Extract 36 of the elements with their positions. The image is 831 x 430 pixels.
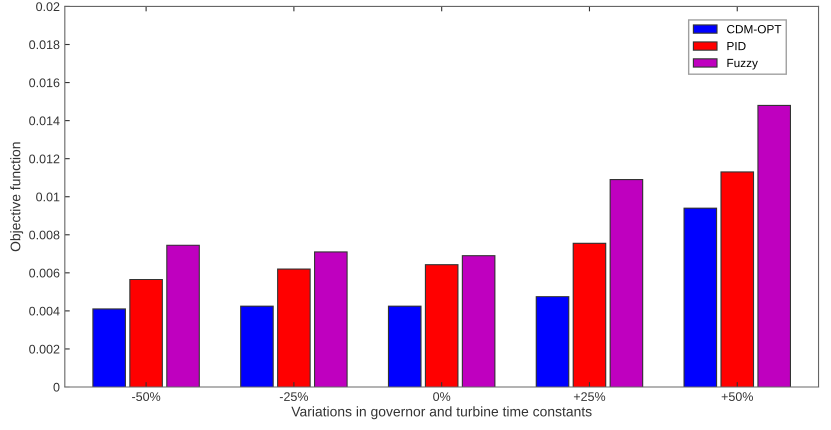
legend-label: CDM-OPT [727,25,782,34]
x-tick-label: +50% [722,392,753,402]
x-tick-label: -25% [280,392,308,402]
bar [536,296,570,387]
y-tick-label: 0 [53,382,60,392]
bar [424,264,458,387]
bar [757,104,792,387]
y-tick-label: 0.016 [29,78,60,88]
legend-label: Fuzzy [727,58,758,70]
bar [92,308,126,387]
bar [462,255,496,387]
y-tick-label: 0.008 [29,230,60,240]
legend-label: PID [727,42,746,50]
y-tick-label: 0.01 [36,192,60,202]
y-tick-label: 0.006 [29,268,60,278]
bar [720,171,754,387]
y-tick-label: 0.014 [29,116,60,126]
x-tick-label: 0% [433,392,450,402]
y-axis-title: Objective function [10,142,24,252]
bar [240,306,274,387]
x-axis-title: Variations in governor and turbine time constants [291,406,592,420]
y-tick-label: 0.02 [36,2,60,12]
bar [572,242,606,387]
y-tick-label: 0.002 [29,344,60,354]
bar [277,268,311,387]
bar [388,306,422,387]
y-tick-label: 0.012 [29,154,60,164]
bar [683,208,718,387]
x-tick-label: +25% [574,392,606,402]
bar [314,251,348,387]
x-tick-label: -50% [132,392,160,402]
bar [166,244,200,387]
bar [129,278,163,387]
y-tick-label: 0.018 [29,40,60,50]
y-tick-label: 0.004 [29,306,60,316]
bar [610,179,644,387]
